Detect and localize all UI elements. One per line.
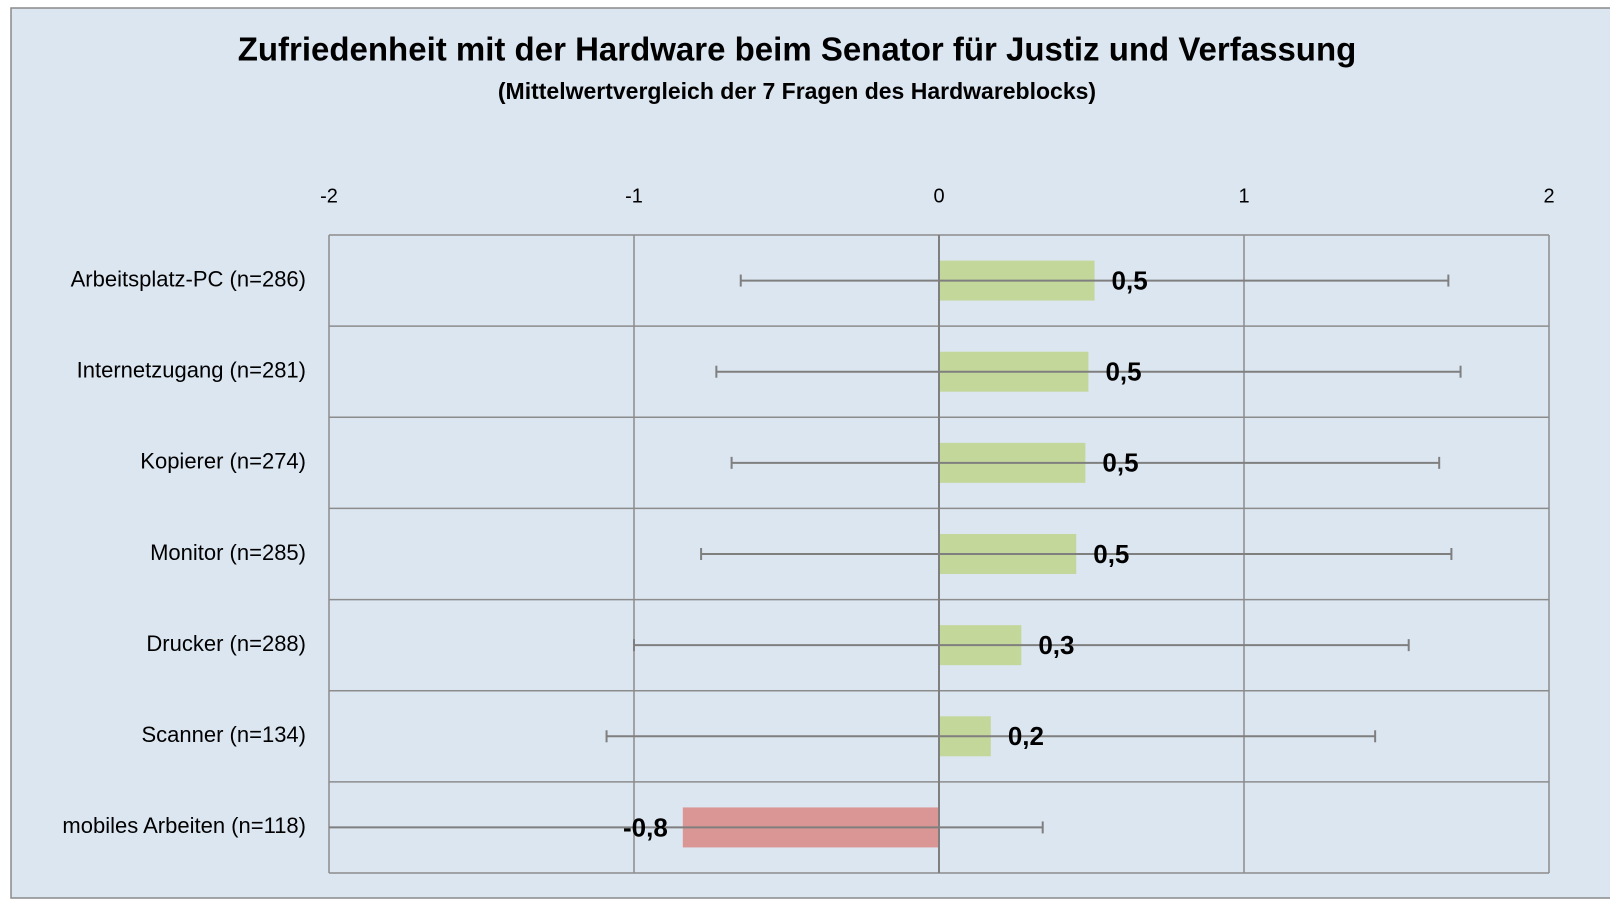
y-tick-label: Drucker (n=288) — [146, 631, 306, 656]
error-bar — [633, 639, 1410, 652]
x-tick-label: 0 — [933, 185, 944, 207]
y-tick-label: mobiles Arbeiten (n=118) — [62, 813, 306, 838]
error-bar — [715, 365, 1462, 378]
y-tick-label: Arbeitsplatz-PC (n=286) — [71, 266, 306, 291]
y-tick-label: Internetzugang (n=281) — [77, 358, 306, 383]
chart-background — [10, 7, 1610, 899]
error-bar — [700, 548, 1453, 560]
error-bar — [739, 274, 1450, 287]
data-label: -0,8 — [623, 812, 668, 842]
x-tick-label: -2 — [320, 185, 338, 207]
error-bar — [730, 456, 1441, 469]
x-tick-label: 2 — [1543, 185, 1554, 207]
y-tick-label: Scanner (n=134) — [142, 722, 307, 747]
x-tick-label: 1 — [1238, 185, 1249, 207]
plot-area — [329, 260, 1462, 848]
y-tick-label: Monitor (n=285) — [150, 540, 306, 565]
data-label: 0,5 — [1102, 448, 1138, 478]
data-label: 0,5 — [1093, 539, 1129, 569]
data-label: 0,5 — [1112, 265, 1148, 295]
error-bar — [329, 821, 1044, 834]
error-bar — [605, 730, 1377, 743]
data-label: 0,3 — [1038, 630, 1074, 660]
data-label: 0,2 — [1008, 721, 1044, 751]
chart-title: Zufriedenheit mit der Hardware beim Sena… — [238, 31, 1357, 68]
x-tick-label: -1 — [625, 185, 643, 207]
y-tick-label: Kopierer (n=274) — [140, 449, 306, 474]
chart-subtitle: (Mittelwertvergleich der 7 Fragen des Ha… — [498, 78, 1096, 104]
data-label: 0,5 — [1105, 357, 1141, 387]
